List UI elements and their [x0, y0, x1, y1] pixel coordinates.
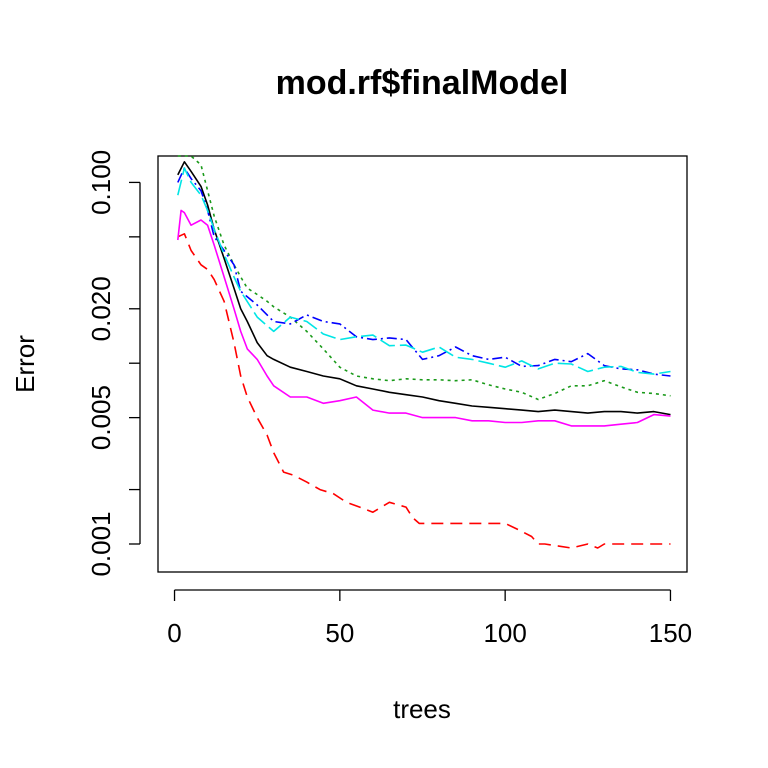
y-tick-label-4: 0.020 — [86, 276, 116, 341]
y-axis: 0.001 0.005 0.020 0.100 — [86, 150, 141, 577]
series-line-3 — [177, 167, 671, 377]
y-tick-label-2: 0.005 — [86, 385, 116, 450]
x-axis: 0 50 100 150 — [167, 589, 692, 648]
y-axis-label: Error — [10, 335, 40, 393]
x-tick-label-100: 100 — [483, 618, 526, 648]
series-line-oob — [177, 161, 671, 416]
series-line-4 — [177, 167, 671, 375]
plot-frame — [157, 155, 688, 573]
x-tick-label-50: 50 — [325, 618, 354, 648]
chart-title: mod.rf$finalModel — [276, 64, 569, 102]
series-line-1 — [177, 233, 671, 549]
y-tick-label-0: 0.001 — [86, 511, 116, 576]
series-line-5 — [177, 209, 671, 427]
x-axis-label: trees — [393, 694, 451, 724]
series-line-2 — [177, 155, 671, 401]
y-tick-label-6: 0.100 — [86, 150, 116, 215]
x-tick-label-0: 0 — [167, 618, 181, 648]
series-layer — [177, 155, 671, 549]
x-tick-label-150: 150 — [649, 618, 692, 648]
